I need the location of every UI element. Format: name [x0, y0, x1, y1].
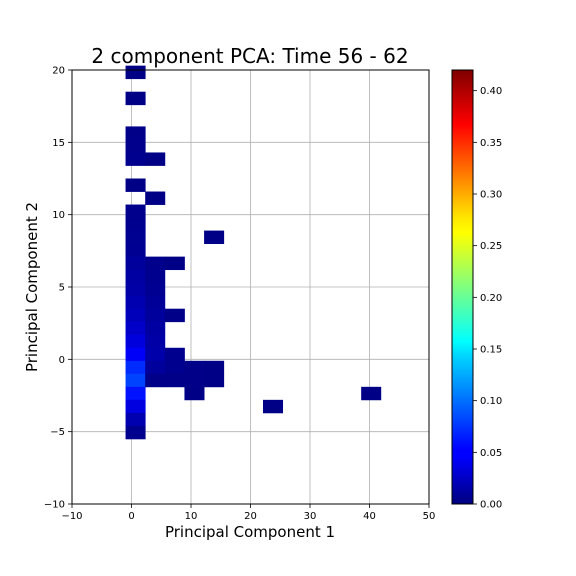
heatmap-cell-0 — [125, 65, 146, 80]
heatmap-cell-22 — [125, 308, 146, 323]
heatmap-cell-40 — [184, 373, 205, 388]
colorbar-tick-label-0: 0.00 — [480, 500, 502, 511]
heatmap-cell-5 — [145, 152, 166, 166]
heatmap-cell-41 — [204, 373, 225, 388]
heatmap-cell-6 — [125, 178, 146, 192]
heatmap-cell-33 — [145, 360, 166, 375]
heatmap-cell-45 — [125, 399, 146, 414]
heatmap-cell-1 — [125, 91, 146, 106]
colorbar-tick-label-2: 0.10 — [480, 396, 502, 407]
y-tick-label-3: 5 — [59, 283, 65, 294]
heatmap-cell-31 — [164, 347, 185, 362]
colorbar-tick-label-3: 0.15 — [480, 345, 502, 356]
heatmap-cell-42 — [184, 386, 205, 401]
heatmap-cell-8 — [125, 204, 146, 218]
heatmap-cell-10 — [125, 230, 146, 244]
heatmap-cell-21 — [145, 295, 166, 310]
colorbar-tick-label-4: 0.20 — [480, 293, 502, 304]
heatmap-cell-28 — [145, 334, 166, 349]
heatmap-cell-26 — [145, 321, 166, 336]
colorbar-ticks: 0.00 0.05 0.10 0.15 0.20 0.25 0.30 0.35 0.40 — [473, 86, 502, 511]
heatmap-cell-4 — [125, 152, 146, 166]
x-tick-label-4: 30 — [304, 511, 317, 522]
heatmap-cell-3 — [125, 139, 146, 153]
heatmap-cell-7 — [145, 191, 166, 205]
heatmap-cell-48 — [125, 425, 146, 440]
y-tick-label-5: 15 — [52, 138, 65, 149]
heatmap-cell-43 — [361, 386, 382, 401]
colorbar-tick-label-5: 0.25 — [480, 241, 502, 252]
heatmap-cell-18 — [125, 282, 146, 297]
x-axis-label: Principal Component 1 — [165, 523, 335, 541]
x-tick-label-3: 20 — [244, 511, 257, 522]
x-tick-label-1: 0 — [128, 511, 134, 522]
heatmap-cell-36 — [204, 360, 225, 375]
y-tick-label-4: 10 — [52, 210, 65, 221]
heatmap-cell-13 — [125, 256, 146, 271]
heatmap-cell-37 — [125, 373, 146, 388]
chart-title: 2 component PCA: Time 56 - 62 — [91, 44, 408, 68]
x-tick-label-5: 40 — [363, 511, 376, 522]
heatmap-cell-47 — [125, 412, 146, 427]
colorbar-tick-label-8: 0.40 — [480, 86, 502, 97]
heatmap-cell-39 — [164, 373, 185, 388]
colorbar-tick-label-6: 0.30 — [480, 190, 502, 201]
heatmap-cell-32 — [125, 360, 146, 375]
heatmap-cell-19 — [145, 282, 166, 297]
heatmap-cell-11 — [204, 230, 225, 244]
y-tick-label-1: −5 — [50, 427, 65, 438]
heatmap-cell-14 — [145, 256, 166, 271]
y-tick-label-0: −10 — [44, 500, 65, 511]
heatmap-cell-30 — [145, 347, 166, 362]
heatmap-cell-20 — [125, 295, 146, 310]
heatmap-cell-27 — [125, 334, 146, 349]
heatmap-cell-9 — [125, 217, 146, 231]
colorbar-tick-label-7: 0.35 — [480, 138, 502, 149]
x-tick-label-6: 50 — [423, 511, 436, 522]
colorbar — [451, 69, 474, 505]
heatmap-cell-12 — [125, 243, 146, 258]
y-axis-label: Principal Component 2 — [23, 202, 41, 372]
heatmap-cell-16 — [125, 269, 146, 284]
y-tick-label-6: 20 — [52, 66, 65, 77]
x-axis-ticks: −10 0 10 20 30 40 50 — [61, 504, 435, 522]
heatmap-cell-29 — [125, 347, 146, 362]
heatmap-cell-23 — [145, 308, 166, 323]
heatmap-cells — [125, 65, 382, 440]
heatmap-cell-38 — [145, 373, 166, 388]
heatmap-cell-25 — [125, 321, 146, 336]
heatmap-cell-35 — [184, 360, 205, 375]
x-tick-label-2: 10 — [185, 511, 198, 522]
heatmap-cell-24 — [164, 308, 185, 323]
heatmap-cell-46 — [262, 399, 284, 414]
colorbar-tick-label-1: 0.05 — [480, 448, 502, 459]
y-axis-ticks: −10 −5 0 5 10 15 20 — [44, 66, 72, 511]
heatmap-cell-2 — [125, 126, 146, 140]
heatmap-cell-44 — [125, 386, 146, 401]
heatmap-cell-34 — [164, 360, 185, 375]
heatmap-cell-17 — [145, 269, 166, 284]
heatmap-cell-15 — [164, 256, 185, 271]
y-tick-label-2: 0 — [59, 355, 65, 366]
x-tick-label-0: −10 — [61, 511, 82, 522]
